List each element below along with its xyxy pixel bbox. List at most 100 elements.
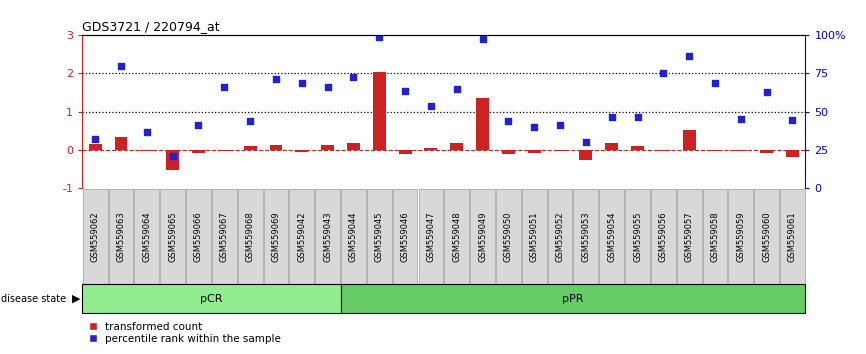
FancyBboxPatch shape — [547, 189, 572, 284]
Bar — [166, 149, 179, 171]
FancyBboxPatch shape — [496, 189, 520, 284]
Point — [656, 70, 670, 76]
Text: GSM559055: GSM559055 — [633, 211, 642, 262]
Point — [604, 114, 618, 120]
FancyBboxPatch shape — [780, 189, 805, 284]
Text: GSM559069: GSM559069 — [271, 211, 281, 262]
Bar — [631, 146, 644, 149]
Text: GSM559060: GSM559060 — [762, 211, 771, 262]
Bar — [579, 149, 592, 160]
FancyBboxPatch shape — [108, 189, 133, 284]
FancyBboxPatch shape — [470, 189, 495, 284]
Text: GSM559049: GSM559049 — [478, 211, 487, 262]
Text: GSM559068: GSM559068 — [246, 211, 255, 262]
FancyBboxPatch shape — [625, 189, 650, 284]
FancyBboxPatch shape — [599, 189, 624, 284]
Text: GSM559065: GSM559065 — [168, 211, 178, 262]
Text: GSM559046: GSM559046 — [401, 211, 410, 262]
Point — [527, 124, 541, 130]
FancyBboxPatch shape — [212, 189, 236, 284]
Text: GSM559061: GSM559061 — [788, 211, 797, 262]
Point — [217, 84, 231, 90]
Point — [449, 86, 463, 91]
Text: GSM559062: GSM559062 — [91, 211, 100, 262]
Bar — [476, 98, 489, 149]
Point — [475, 36, 489, 42]
Point — [785, 117, 799, 123]
FancyBboxPatch shape — [263, 189, 288, 284]
FancyBboxPatch shape — [340, 284, 805, 313]
FancyBboxPatch shape — [573, 189, 598, 284]
FancyBboxPatch shape — [522, 189, 546, 284]
Text: GSM559050: GSM559050 — [504, 211, 513, 262]
Point — [708, 80, 722, 86]
Text: GSM559058: GSM559058 — [710, 211, 720, 262]
Bar — [657, 149, 669, 152]
Bar — [450, 143, 463, 149]
Point — [398, 88, 412, 93]
Bar — [424, 148, 437, 149]
FancyBboxPatch shape — [315, 189, 340, 284]
Bar — [321, 145, 334, 149]
Bar — [398, 149, 411, 154]
Point — [372, 34, 386, 40]
Text: ▶: ▶ — [72, 294, 81, 304]
Text: pPR: pPR — [562, 294, 584, 304]
Legend: transformed count, percentile rank within the sample: transformed count, percentile rank withi… — [87, 321, 282, 345]
FancyBboxPatch shape — [83, 189, 107, 284]
Text: GSM559047: GSM559047 — [426, 211, 436, 262]
Text: GSM559064: GSM559064 — [142, 211, 152, 262]
FancyBboxPatch shape — [444, 189, 469, 284]
Text: GSM559051: GSM559051 — [530, 211, 539, 262]
Point — [114, 63, 128, 69]
Text: GSM559063: GSM559063 — [117, 211, 126, 262]
Point — [734, 116, 747, 122]
Text: GSM559056: GSM559056 — [659, 211, 668, 262]
Point — [553, 122, 567, 128]
Bar — [760, 149, 773, 153]
Bar — [88, 144, 101, 149]
Text: GSM559044: GSM559044 — [349, 211, 358, 262]
FancyBboxPatch shape — [367, 189, 391, 284]
Text: GSM559052: GSM559052 — [556, 211, 565, 262]
Bar — [708, 149, 721, 152]
FancyBboxPatch shape — [728, 189, 753, 284]
FancyBboxPatch shape — [651, 189, 675, 284]
Bar — [347, 143, 360, 149]
Bar — [553, 149, 566, 152]
Bar — [682, 130, 695, 149]
Bar — [786, 149, 799, 157]
Point — [579, 139, 593, 145]
Text: GDS3721 / 220794_at: GDS3721 / 220794_at — [82, 20, 220, 33]
FancyBboxPatch shape — [418, 189, 443, 284]
Point — [501, 118, 515, 124]
Bar — [372, 72, 385, 149]
Point — [140, 130, 154, 135]
Point — [243, 118, 257, 124]
Bar — [140, 149, 153, 152]
Text: GSM559054: GSM559054 — [607, 211, 617, 262]
Bar — [192, 149, 205, 153]
FancyBboxPatch shape — [702, 189, 727, 284]
FancyBboxPatch shape — [186, 189, 211, 284]
Bar — [269, 145, 282, 149]
Text: pCR: pCR — [200, 294, 223, 304]
Point — [294, 80, 308, 86]
Point — [165, 154, 179, 159]
Text: disease state: disease state — [1, 294, 66, 304]
Point — [88, 136, 102, 142]
Text: GSM559043: GSM559043 — [323, 211, 332, 262]
FancyBboxPatch shape — [754, 189, 779, 284]
Text: GSM559067: GSM559067 — [220, 211, 229, 262]
Bar — [605, 143, 618, 149]
FancyBboxPatch shape — [160, 189, 185, 284]
FancyBboxPatch shape — [134, 189, 159, 284]
Text: GSM559057: GSM559057 — [685, 211, 694, 262]
Text: GSM559042: GSM559042 — [297, 211, 307, 262]
Point — [320, 84, 334, 90]
Point — [759, 90, 773, 95]
FancyBboxPatch shape — [82, 284, 340, 313]
FancyBboxPatch shape — [289, 189, 314, 284]
Point — [346, 74, 360, 80]
Text: GSM559053: GSM559053 — [581, 211, 591, 262]
